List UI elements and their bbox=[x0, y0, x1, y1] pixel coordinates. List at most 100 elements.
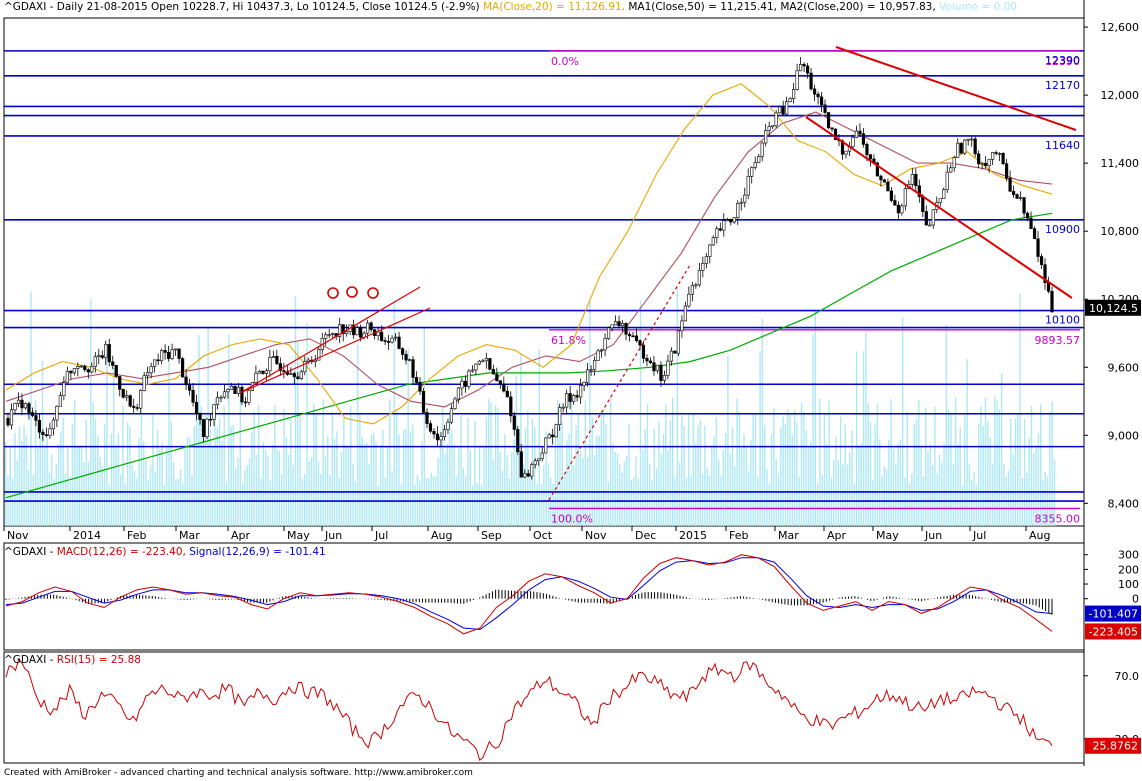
price-header-main: ^GDAXI - Daily 21-08-2015 Open 10228.7, … bbox=[4, 1, 480, 13]
volume-bar bbox=[607, 482, 609, 526]
volume-bar bbox=[92, 402, 94, 526]
price-axis-label: 11,400 bbox=[1101, 157, 1140, 170]
volume-bar bbox=[918, 400, 920, 526]
candle-body bbox=[1032, 228, 1037, 240]
candle-body bbox=[537, 458, 541, 462]
volume-bar bbox=[959, 426, 961, 526]
candle-body bbox=[118, 376, 122, 390]
date-axis-label: 2014 bbox=[73, 529, 101, 542]
candle-body bbox=[746, 176, 750, 196]
volume-bar bbox=[982, 425, 984, 526]
volume-bar bbox=[44, 445, 46, 526]
last-close-box bbox=[1085, 299, 1141, 316]
volume-bar bbox=[511, 451, 513, 526]
volume-bar bbox=[646, 404, 649, 526]
volume-bar bbox=[313, 403, 315, 526]
candle-body bbox=[201, 419, 206, 438]
candle-body bbox=[421, 390, 426, 413]
candle-body bbox=[243, 401, 248, 404]
candle-body bbox=[226, 389, 230, 393]
candle-body bbox=[453, 398, 457, 410]
fib-right-label: 9893.57 bbox=[1035, 334, 1081, 347]
volume-bar bbox=[649, 463, 651, 526]
volume-bar bbox=[163, 485, 166, 526]
candle-body bbox=[9, 409, 14, 426]
candle-body bbox=[914, 173, 918, 187]
date-axis-label: Jun bbox=[924, 529, 942, 542]
volume-bar bbox=[1000, 373, 1003, 526]
macd-axis-label: 200 bbox=[1118, 563, 1139, 576]
volume-bar bbox=[209, 428, 212, 526]
candle-body bbox=[987, 158, 991, 166]
volume-bar bbox=[80, 445, 83, 526]
volume-bar bbox=[780, 428, 782, 526]
volume-bar bbox=[655, 468, 658, 526]
candle-body bbox=[589, 369, 593, 371]
volume-bar bbox=[1040, 404, 1042, 526]
candle-body bbox=[519, 451, 523, 478]
volume-bar bbox=[442, 405, 444, 526]
volume-bar bbox=[904, 477, 906, 526]
volume-bar bbox=[941, 462, 943, 526]
volume-bar bbox=[412, 424, 414, 526]
candle-body bbox=[627, 333, 632, 337]
candle-body bbox=[547, 434, 551, 439]
candle-body bbox=[160, 350, 164, 362]
candle-body bbox=[114, 365, 118, 377]
candle-body bbox=[27, 403, 31, 413]
candle-body bbox=[718, 228, 722, 231]
volume-bar bbox=[787, 408, 789, 526]
candle-body bbox=[491, 368, 495, 375]
volume-bar bbox=[287, 454, 290, 526]
volume-bar bbox=[715, 417, 718, 526]
volume-bar bbox=[143, 441, 145, 526]
volume-bar bbox=[264, 449, 267, 526]
volume-bar bbox=[688, 414, 690, 526]
volume-bar bbox=[55, 464, 57, 526]
signal-header-value: Signal(12,26,9) = -101.41 bbox=[189, 546, 326, 558]
volume-bar bbox=[400, 484, 402, 526]
candle-body bbox=[683, 305, 687, 322]
volume-bar bbox=[453, 444, 455, 526]
volume-bar bbox=[451, 430, 453, 526]
volume-bar bbox=[768, 483, 770, 526]
date-axis-label: Apr bbox=[231, 529, 251, 542]
candle-body bbox=[833, 128, 838, 140]
volume-bar bbox=[950, 413, 952, 526]
volume-bar bbox=[428, 478, 430, 526]
volume-bar bbox=[168, 345, 170, 526]
volume-bar bbox=[253, 411, 255, 526]
volume-bar bbox=[934, 406, 936, 526]
volume-bar bbox=[356, 344, 359, 526]
candle-body bbox=[732, 217, 736, 223]
volume-bar bbox=[812, 333, 814, 526]
volume-bar bbox=[722, 450, 724, 526]
candle-body bbox=[90, 366, 94, 373]
candle-body bbox=[512, 415, 516, 430]
volume-bar bbox=[297, 341, 299, 526]
candle-body bbox=[963, 139, 967, 154]
price-axis-label: 8,400 bbox=[1108, 497, 1140, 510]
volume-bar bbox=[915, 419, 918, 526]
candle-body bbox=[341, 324, 345, 334]
fib-left-label: 0.0% bbox=[551, 55, 579, 68]
volume-bar bbox=[1028, 437, 1030, 526]
volume-bar bbox=[867, 403, 869, 526]
candle-body bbox=[816, 93, 820, 98]
level-label: 10100 bbox=[1045, 314, 1080, 327]
volume-bar bbox=[764, 425, 766, 526]
volume-bar bbox=[805, 429, 807, 526]
volume-bar bbox=[18, 426, 21, 526]
volume-bar bbox=[692, 413, 695, 526]
candle-body bbox=[620, 323, 625, 327]
candle-body bbox=[984, 162, 988, 166]
volume-bar bbox=[506, 454, 508, 526]
candle-body bbox=[886, 181, 890, 192]
price-axis-label: 12,000 bbox=[1101, 89, 1140, 102]
volume-bar bbox=[1035, 448, 1037, 526]
candle-body bbox=[380, 331, 384, 341]
volume-bar bbox=[789, 414, 791, 526]
candle-body bbox=[414, 377, 419, 383]
volume-bar bbox=[221, 440, 223, 526]
volume-bar bbox=[1007, 470, 1010, 526]
